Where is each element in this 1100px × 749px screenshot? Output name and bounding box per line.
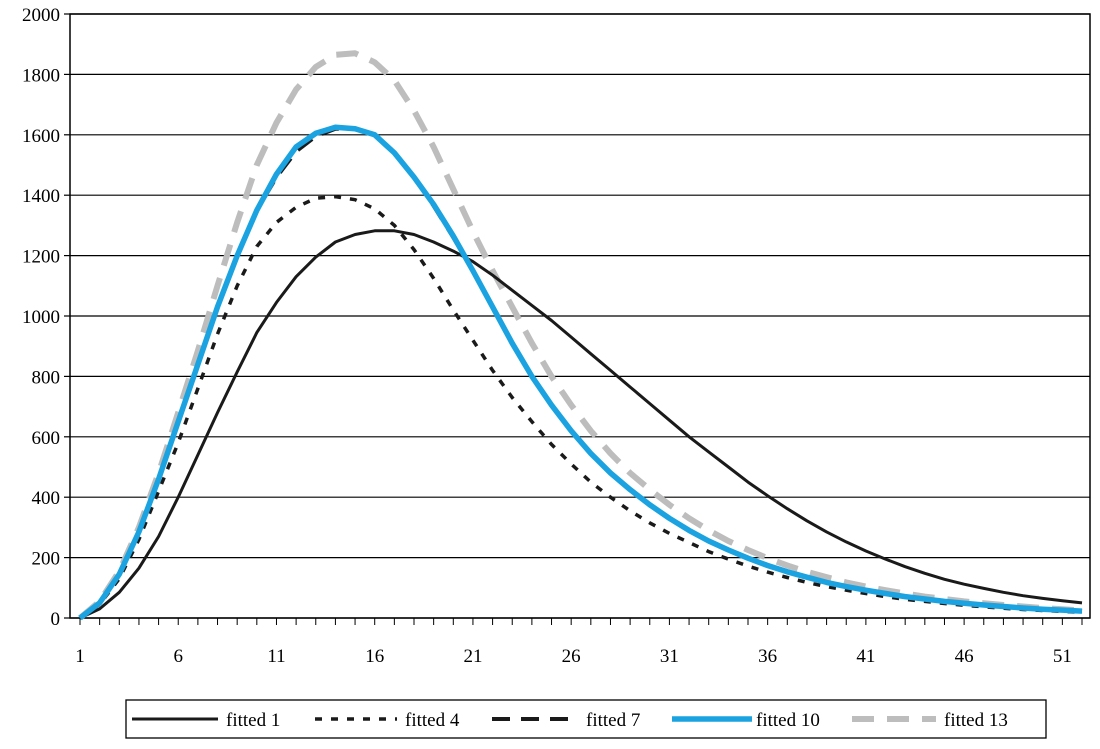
y-tick-label: 1200 xyxy=(22,247,60,268)
x-tick-label: 26 xyxy=(562,646,581,667)
y-tick-label: 200 xyxy=(32,549,61,570)
y-tick-label: 1400 xyxy=(22,186,60,207)
legend-label: fitted 4 xyxy=(405,710,460,731)
plot-area-frame xyxy=(69,13,1091,619)
x-tick-label: 11 xyxy=(267,646,285,667)
x-tick-label: 1 xyxy=(75,646,85,667)
series-line-fitted-7 xyxy=(78,126,1083,620)
y-tick-label: 1800 xyxy=(22,65,60,86)
legend-label: fitted 10 xyxy=(756,710,820,731)
legend-label: fitted 7 xyxy=(586,710,640,731)
y-tick-label: 0 xyxy=(51,609,61,630)
series-line-fitted-10 xyxy=(78,124,1083,621)
x-tick-label: 16 xyxy=(365,646,384,667)
x-tick-label: 31 xyxy=(660,646,679,667)
series-lines xyxy=(78,50,1083,621)
y-tick-label: 800 xyxy=(32,367,61,388)
x-tick-label: 46 xyxy=(955,646,974,667)
series-line-fitted-13 xyxy=(78,50,1083,621)
x-tick-label: 21 xyxy=(463,646,482,667)
x-tick-label: 51 xyxy=(1053,646,1072,667)
x-tick-label: 36 xyxy=(758,646,777,667)
series-line-fitted-4 xyxy=(79,194,1083,620)
series-line-fitted-1 xyxy=(79,229,1083,620)
legend: fitted 1 fitted 4 fitted 7 fitted 10 fitted … xyxy=(125,699,1047,739)
x-tick-label: 41 xyxy=(856,646,875,667)
y-tick-label: 600 xyxy=(32,428,61,449)
legend-label: fitted 1 xyxy=(226,710,280,731)
y-tick-label: 1000 xyxy=(22,307,60,328)
legend-label: fitted 13 xyxy=(944,710,1008,731)
y-tick-label: 2000 xyxy=(22,5,60,26)
y-tick-label: 1600 xyxy=(22,126,60,147)
y-tick-label: 400 xyxy=(32,488,61,509)
x-tick-label: 6 xyxy=(173,646,183,667)
